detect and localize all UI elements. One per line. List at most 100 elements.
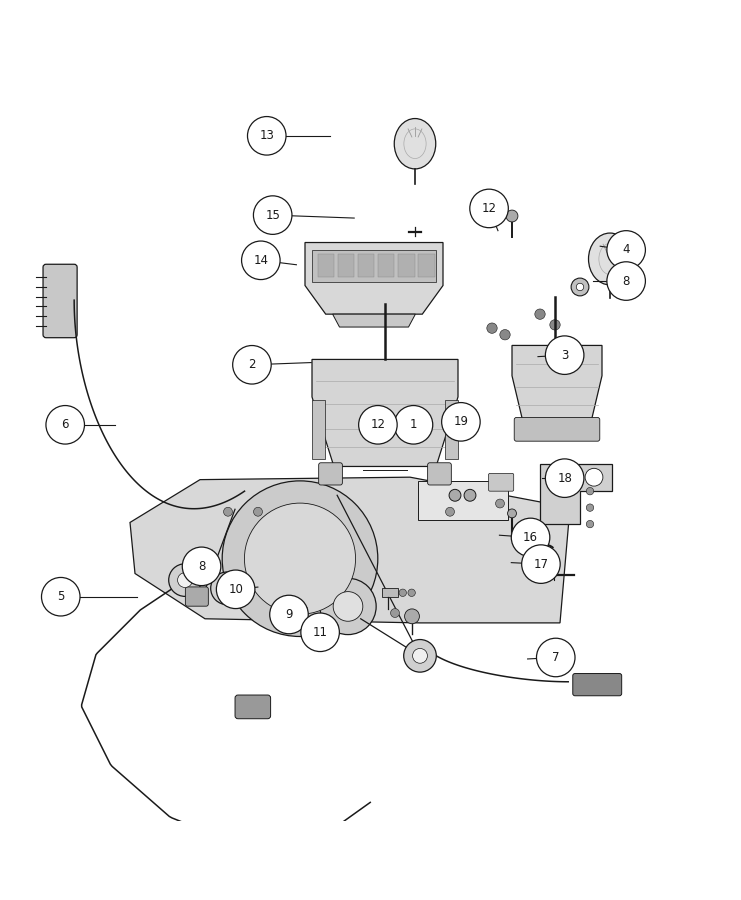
Circle shape [536, 638, 575, 677]
Circle shape [442, 402, 480, 441]
FancyBboxPatch shape [319, 463, 342, 485]
Circle shape [506, 210, 518, 222]
Bar [418, 482, 508, 520]
Circle shape [178, 572, 193, 588]
Circle shape [224, 508, 233, 517]
Text: 8: 8 [622, 274, 630, 288]
Circle shape [470, 189, 508, 228]
Circle shape [320, 579, 376, 634]
Circle shape [301, 613, 339, 652]
Circle shape [508, 509, 516, 518]
Ellipse shape [394, 119, 436, 169]
Circle shape [333, 591, 363, 621]
Text: 10: 10 [228, 583, 243, 596]
Ellipse shape [588, 233, 631, 285]
Circle shape [222, 481, 378, 636]
Circle shape [550, 320, 560, 330]
Circle shape [585, 468, 603, 486]
Circle shape [522, 544, 560, 583]
Circle shape [496, 500, 505, 508]
Text: 9: 9 [285, 608, 293, 621]
Circle shape [219, 580, 234, 596]
Circle shape [169, 563, 202, 597]
Circle shape [242, 241, 280, 280]
Bar [312, 249, 436, 282]
Circle shape [46, 406, 84, 444]
Text: 2: 2 [248, 358, 256, 372]
Circle shape [586, 520, 594, 527]
Text: 1: 1 [410, 418, 417, 431]
Text: 12: 12 [370, 418, 385, 431]
Text: 18: 18 [557, 472, 572, 485]
Bar [318, 254, 334, 277]
Circle shape [487, 323, 497, 333]
Text: 11: 11 [313, 626, 328, 639]
FancyBboxPatch shape [43, 265, 77, 338]
Polygon shape [305, 242, 443, 314]
Circle shape [404, 640, 436, 672]
Circle shape [511, 518, 550, 557]
Circle shape [535, 309, 545, 320]
Circle shape [405, 609, 419, 624]
Circle shape [41, 578, 80, 616]
Circle shape [607, 230, 645, 269]
Bar [445, 400, 458, 459]
Text: 7: 7 [552, 651, 559, 664]
Circle shape [253, 508, 262, 517]
Text: 12: 12 [482, 202, 496, 215]
Text: 15: 15 [265, 209, 280, 221]
Circle shape [545, 336, 584, 374]
Polygon shape [312, 359, 458, 466]
Text: 3: 3 [561, 348, 568, 362]
Text: 5: 5 [57, 590, 64, 603]
Circle shape [449, 490, 461, 501]
Circle shape [247, 116, 286, 155]
Text: 17: 17 [534, 558, 548, 571]
Bar [312, 400, 325, 459]
Circle shape [576, 284, 584, 291]
Circle shape [545, 459, 584, 498]
Polygon shape [333, 314, 416, 327]
Text: 8: 8 [198, 560, 205, 572]
Text: 14: 14 [253, 254, 268, 266]
FancyBboxPatch shape [185, 587, 208, 607]
Circle shape [281, 608, 290, 617]
Bar [338, 254, 354, 277]
Text: 4: 4 [622, 243, 630, 256]
Circle shape [359, 406, 397, 444]
Circle shape [571, 278, 589, 296]
Polygon shape [130, 477, 570, 623]
Polygon shape [540, 464, 612, 524]
Circle shape [245, 503, 356, 615]
Polygon shape [512, 346, 602, 421]
Bar [378, 254, 394, 277]
Bar [358, 254, 374, 277]
Circle shape [394, 406, 433, 444]
Circle shape [210, 572, 243, 605]
Text: 6: 6 [62, 418, 69, 431]
Circle shape [500, 329, 511, 340]
Circle shape [586, 504, 594, 511]
FancyBboxPatch shape [573, 673, 622, 696]
FancyBboxPatch shape [514, 418, 599, 441]
Circle shape [216, 570, 255, 608]
Circle shape [182, 547, 221, 586]
FancyBboxPatch shape [428, 463, 451, 485]
Bar [398, 254, 414, 277]
Text: 16: 16 [523, 531, 538, 544]
Circle shape [464, 490, 476, 501]
Circle shape [253, 196, 292, 234]
Circle shape [391, 608, 399, 617]
Circle shape [233, 346, 271, 384]
Circle shape [408, 590, 416, 597]
Circle shape [586, 488, 594, 495]
FancyBboxPatch shape [488, 473, 514, 491]
Bar [382, 589, 399, 598]
Circle shape [607, 262, 645, 301]
Text: 19: 19 [453, 415, 468, 428]
Circle shape [270, 595, 308, 634]
Circle shape [399, 590, 407, 597]
FancyBboxPatch shape [235, 695, 270, 719]
Circle shape [445, 508, 454, 517]
Text: 13: 13 [259, 130, 274, 142]
